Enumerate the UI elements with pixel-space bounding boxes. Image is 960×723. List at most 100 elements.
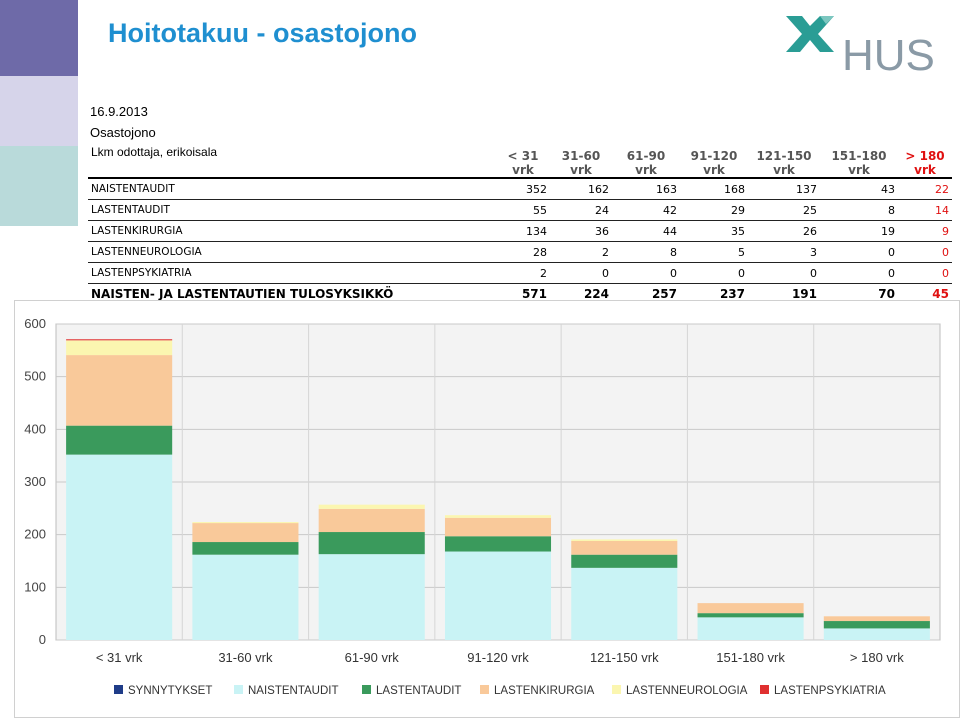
cell: 5 [680, 241, 748, 263]
y-tick-label: 200 [24, 527, 46, 542]
table-header-row: Lkm odottaja, erikoisala < 31 vrk 31-60 vr… [88, 145, 952, 178]
bar-segment [192, 523, 299, 543]
bar-segment [66, 355, 173, 426]
cell: 0 [820, 241, 898, 263]
bar-segment [823, 616, 930, 622]
logo-text: HUS [842, 31, 935, 78]
bar-segment [697, 603, 804, 614]
x-tick-label: 91-120 vrk [467, 650, 529, 665]
bar-segment [571, 567, 678, 640]
legend-swatch [114, 685, 123, 694]
x-tick-label: 31-60 vrk [218, 650, 273, 665]
cell: 9 [898, 220, 952, 242]
hus-cross-icon [786, 16, 834, 52]
decor-block-teal [0, 146, 78, 226]
row-label: LASTENPSYKIATRIA [88, 262, 496, 284]
bar-segment [66, 340, 173, 356]
bar-segment [697, 613, 804, 618]
queue-chart: 0 100 200 300 400 500 600 < 31 vrk 31-60 vrk 61-9… [14, 300, 960, 718]
bar-segment [192, 554, 299, 640]
y-tick-label: 500 [24, 369, 46, 384]
table-row: LASTENPSYKIATRIA 2 0 0 0 0 0 0 [88, 262, 952, 284]
table-row: LASTENTAUDIT 55 24 42 29 25 8 14 [88, 199, 952, 221]
cell: 2 [550, 241, 612, 263]
cell: 29 [680, 199, 748, 221]
cell: 22 [898, 178, 952, 200]
y-tick-label: 400 [24, 421, 46, 436]
legend-swatch [480, 685, 489, 694]
queue-table: Lkm odottaja, erikoisala < 31 vrk 31-60 vr… [88, 145, 952, 306]
bar-segment [318, 504, 425, 509]
cell: 0 [820, 262, 898, 284]
legend-swatch [760, 685, 769, 694]
cell: 28 [496, 241, 550, 263]
col-header: 151-180 vrk [831, 149, 887, 177]
bar-segment [444, 536, 552, 552]
cell: 36 [550, 220, 612, 242]
page-title: Hoitotakuu - osastojono [108, 18, 417, 48]
cell: 8 [612, 241, 680, 263]
cell: 0 [612, 262, 680, 284]
cell: 42 [612, 199, 680, 221]
col-header: 121-150 vrk [756, 149, 812, 177]
col-header: 61-90 vrk [626, 149, 666, 177]
cell: 0 [898, 262, 952, 284]
cell: 19 [820, 220, 898, 242]
bar-segment [444, 515, 552, 518]
col-header: 91-120 vrk [690, 149, 738, 177]
bar-segment [444, 551, 552, 640]
bar-segment [318, 554, 425, 640]
legend-label: LASTENNEUROLOGIA [626, 685, 748, 697]
cell: 0 [680, 262, 748, 284]
row-label: NAISTENTAUDIT [88, 178, 496, 200]
cell: 137 [748, 178, 820, 200]
col-header: < 31 vrk [507, 149, 539, 177]
bar-segment [823, 621, 930, 629]
bar-segment [192, 542, 299, 555]
x-tick-label: < 31 vrk [96, 650, 143, 665]
x-tick-label: > 180 vrk [850, 650, 904, 665]
y-tick-label: 0 [39, 632, 46, 647]
cell: 134 [496, 220, 550, 242]
x-tick-label: 151-180 vrk [716, 650, 785, 665]
bar-segment [571, 554, 678, 568]
cell: 3 [748, 241, 820, 263]
legend-label: LASTENPSYKIATRIA [774, 685, 886, 697]
decor-block-lavender [0, 76, 78, 146]
table-caption: Lkm odottaja, erikoisala [91, 145, 218, 159]
legend-label: LASTENTAUDIT [376, 685, 461, 697]
bar-segment [318, 508, 425, 533]
cell: 0 [748, 262, 820, 284]
y-tick-label: 100 [24, 579, 46, 594]
cell: 44 [612, 220, 680, 242]
cell: 168 [680, 178, 748, 200]
table-row: NAISTENTAUDIT 352 162 163 168 137 43 22 [88, 178, 952, 200]
report-subtitle: Osastojono [90, 125, 156, 140]
row-label: LASTENTAUDIT [88, 199, 496, 221]
bar-segment [823, 628, 930, 640]
cell: 0 [550, 262, 612, 284]
cell: 14 [898, 199, 952, 221]
bar-segment [444, 517, 552, 537]
cell: 352 [496, 178, 550, 200]
bar-segment [192, 522, 299, 524]
cell: 162 [550, 178, 612, 200]
legend-swatch [362, 685, 371, 694]
report-date: 16.9.2013 [90, 104, 148, 119]
bar-segment [66, 425, 173, 455]
cell: 25 [748, 199, 820, 221]
legend-label: SYNNYTYKSET [128, 685, 212, 697]
x-tick-label: 121-150 vrk [590, 650, 659, 665]
cell: 0 [898, 241, 952, 263]
table-row: LASTENKIRURGIA 134 36 44 35 26 19 9 [88, 220, 952, 242]
legend-swatch [612, 685, 621, 694]
cell: 163 [612, 178, 680, 200]
table-row: LASTENNEUROLOGIA 28 2 8 5 3 0 0 [88, 241, 952, 263]
bar-segment [66, 454, 173, 640]
cell: 8 [820, 199, 898, 221]
row-label: LASTENKIRURGIA [88, 220, 496, 242]
row-label: LASTENNEUROLOGIA [88, 241, 496, 263]
cell: 2 [496, 262, 550, 284]
x-tick-label: 61-90 vrk [345, 650, 400, 665]
col-header: 31-60 vrk [561, 149, 601, 177]
